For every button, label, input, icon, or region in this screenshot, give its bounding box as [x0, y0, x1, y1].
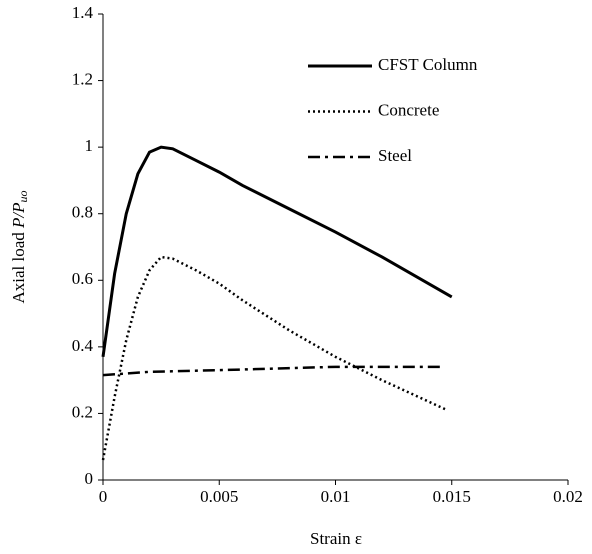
y-tick-label: 0.2: [72, 402, 93, 421]
y-label-symbol: P/P: [9, 202, 28, 229]
x-tick-label: 0.02: [553, 487, 583, 506]
x-tick-label: 0.005: [200, 487, 238, 506]
y-label-subscript: uo: [16, 190, 30, 202]
series-line: [101, 145, 453, 358]
x-tick-label: 0.015: [433, 487, 471, 506]
y-tick-label: 0: [85, 469, 94, 488]
y-tick-label: 0.4: [72, 336, 94, 355]
series-line: [102, 365, 441, 377]
y-tick-label: 0.6: [72, 269, 93, 288]
y-tick-label: 1.4: [72, 3, 94, 22]
series-line: [101, 255, 448, 461]
x-axis-label: Strain ε: [310, 529, 362, 548]
x-tick-label: 0.01: [321, 487, 351, 506]
y-axis-label: Axial load P/Puo: [9, 190, 30, 303]
legend-label: CFST Column: [378, 55, 478, 74]
legend-label: Concrete: [378, 100, 439, 119]
y-tick-label: 0.8: [72, 203, 93, 222]
y-label-text: Axial load: [9, 232, 28, 304]
y-tick-label: 1.2: [72, 69, 93, 88]
x-tick-label: 0: [99, 487, 108, 506]
y-tick-label: 1: [85, 136, 94, 155]
legend-label: Steel: [378, 146, 412, 165]
